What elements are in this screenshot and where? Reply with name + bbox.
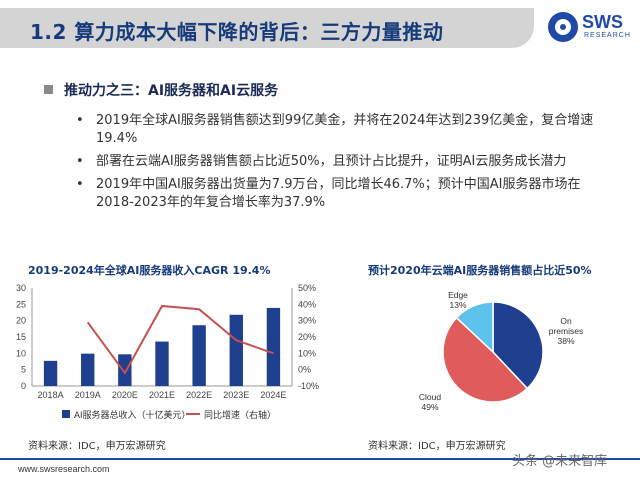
pie-slice	[455, 301, 494, 354]
title-bar	[0, 8, 534, 48]
x-tick-label: 2018A	[38, 390, 64, 400]
y-right-tick-label: 0%	[298, 365, 311, 375]
y-left-tick-label: 10	[16, 348, 26, 358]
x-tick-label: 2021E	[149, 390, 175, 400]
logo-subtext: RESEARCH	[584, 32, 631, 39]
y-right-tick-label: 30%	[298, 316, 316, 326]
section-title: 推动力之三：AI服务器和AI云服务	[64, 83, 279, 99]
growth-rate-line	[86, 304, 274, 375]
revenue-bar-line-chart: 0 5 10 15 20 25 30 -10% 0% 10% 20% 30% 40% 50% 2018A 20…	[16, 283, 319, 420]
revenue-bar	[81, 353, 95, 386]
y-left-tick-label: 5	[21, 365, 26, 375]
y-left-tick-label: 30	[16, 283, 26, 293]
x-tick-label: 2023E	[223, 390, 249, 400]
pie-slice	[442, 316, 529, 403]
section-bullet-square-icon	[44, 85, 53, 94]
y-right-tick-label: -10%	[298, 381, 319, 391]
y-left-tick-label: 15	[16, 332, 26, 342]
cloud-share-pie-chart: On premises 38% Cloud 49% Edge 13%	[419, 290, 583, 412]
bullet-text: 部署在云端AI服务器销售额占比近50%，且预计占比提升，证明AI云服务成长潜力	[96, 154, 567, 169]
legend-line-label: 同比增速（右轴）	[204, 409, 276, 420]
bullet-text: 2019年中国AI服务器出货量为7.9万台，同比增长46.7%；预计中国AI服务…	[96, 177, 581, 210]
bar-chart-source: 资料来源：IDC，申万宏源研究	[28, 441, 166, 452]
bullet-dot: •	[76, 177, 84, 192]
logo-text: SWS	[582, 12, 624, 32]
revenue-bar	[155, 341, 169, 386]
bullet-item: • 2019年全球AI服务器销售额达到99亿美金，并将在2024年达到239亿美…	[76, 112, 616, 148]
bullet-item: • 部署在云端AI服务器销售额占比近50%，且预计占比提升，证明AI云服务成长潜…	[76, 153, 616, 171]
y-left-tick-label: 20	[16, 316, 26, 326]
sws-logo-icon	[548, 12, 578, 42]
y-right-tick-label: 40%	[298, 299, 316, 309]
slide-header: 1.2 算力成本大幅下降的背后：三方力量推动 SWS RESEARCH	[0, 0, 640, 56]
legend-bar-swatch	[62, 410, 70, 418]
x-tick-label: 2019A	[75, 390, 101, 400]
y-right-tick-label: 20%	[298, 332, 316, 342]
bullet-item: • 2019年中国AI服务器出货量为7.9万台，同比增长46.7%；预计中国AI…	[76, 176, 616, 212]
footer-divider	[0, 458, 640, 460]
pie-slice	[492, 301, 544, 390]
pie-slice-label: On premises 38%	[549, 316, 583, 346]
revenue-bar	[229, 314, 243, 386]
pie-chart-source: 资料来源：IDC，申万宏源研究	[368, 441, 506, 452]
revenue-bar	[192, 325, 206, 386]
revenue-bar	[43, 360, 58, 386]
y-right-tick-label: 50%	[298, 283, 316, 293]
slide-title: 1.2 算力成本大幅下降的背后：三方力量推动	[30, 20, 444, 44]
revenue-bar	[118, 354, 132, 386]
x-tick-label: 2024E	[260, 390, 286, 400]
sws-logo: SWS RESEARCH	[548, 10, 634, 46]
bullet-list: • 2019年全球AI服务器销售额达到99亿美金，并将在2024年达到239亿美…	[76, 112, 616, 217]
y-left-tick-label: 25	[16, 299, 26, 309]
watermark: 头条 @未来智库	[512, 454, 608, 469]
bar-chart-title: 2019-2024年全球AI服务器收入CAGR 19.4%	[28, 264, 271, 277]
pie-slice-label: Edge 13%	[448, 290, 468, 310]
y-left-tick-label: 0	[21, 381, 26, 391]
bullet-text: 2019年全球AI服务器销售额达到99亿美金，并将在2024年达到239亿美金，…	[96, 113, 594, 146]
y-right-tick-label: 10%	[298, 348, 316, 358]
legend-bar-label: AI服务器总收入（十亿美元）	[74, 409, 191, 420]
footer-url: www.swsresearch.com	[18, 464, 110, 474]
bullet-dot: •	[76, 113, 84, 128]
revenue-bar	[266, 307, 281, 386]
x-tick-label: 2022E	[186, 390, 212, 400]
pie-slice-label: Cloud 49%	[419, 392, 441, 412]
x-tick-label: 2020E	[112, 390, 138, 400]
bullet-dot: •	[76, 154, 84, 169]
pie-chart-title: 预计2020年云端AI服务器销售额占比近50%	[368, 264, 592, 277]
